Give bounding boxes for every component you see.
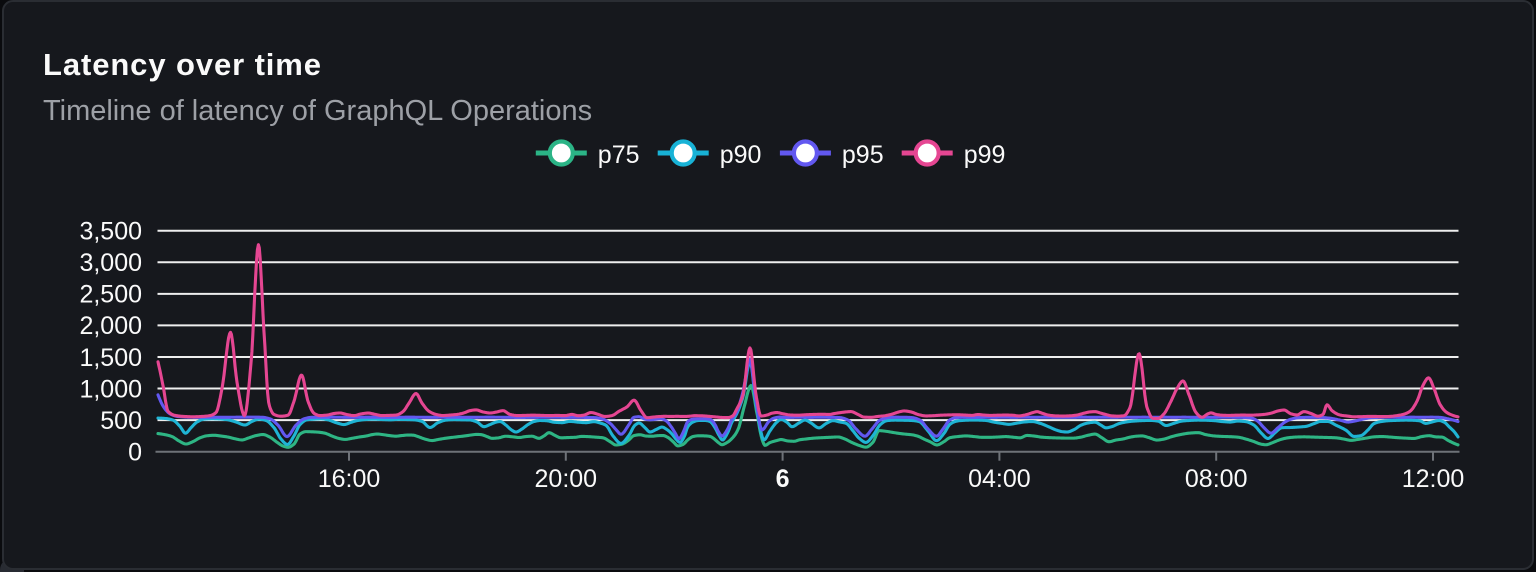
svg-text:p95: p95 (842, 141, 884, 169)
svg-text:3,000: 3,000 (79, 249, 142, 277)
svg-text:500: 500 (100, 407, 142, 435)
svg-text:16:00: 16:00 (318, 465, 381, 493)
svg-text:p75: p75 (598, 141, 640, 169)
svg-text:3,500: 3,500 (79, 218, 142, 246)
svg-text:04:00: 04:00 (968, 465, 1031, 493)
svg-text:0: 0 (128, 439, 142, 467)
svg-text:08:00: 08:00 (1185, 465, 1248, 493)
svg-text:1,500: 1,500 (79, 344, 142, 372)
svg-text:12:00: 12:00 (1402, 465, 1465, 493)
svg-text:2,500: 2,500 (79, 281, 142, 309)
svg-text:2,000: 2,000 (79, 312, 142, 340)
svg-text:20:00: 20:00 (535, 465, 598, 493)
svg-text:p99: p99 (964, 141, 1006, 169)
svg-text:6: 6 (776, 465, 790, 493)
svg-text:p90: p90 (720, 141, 762, 169)
svg-text:1,000: 1,000 (79, 375, 142, 403)
